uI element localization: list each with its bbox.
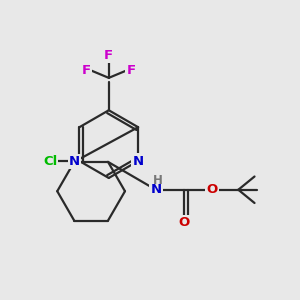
Text: H: H	[152, 174, 162, 187]
Text: N: N	[133, 154, 144, 167]
Text: N: N	[150, 183, 161, 196]
Text: F: F	[126, 64, 135, 77]
Text: Cl: Cl	[43, 154, 57, 167]
Text: F: F	[104, 49, 113, 62]
Text: O: O	[178, 216, 190, 229]
Text: F: F	[82, 64, 91, 77]
Text: O: O	[206, 183, 218, 196]
Text: N: N	[69, 155, 80, 168]
